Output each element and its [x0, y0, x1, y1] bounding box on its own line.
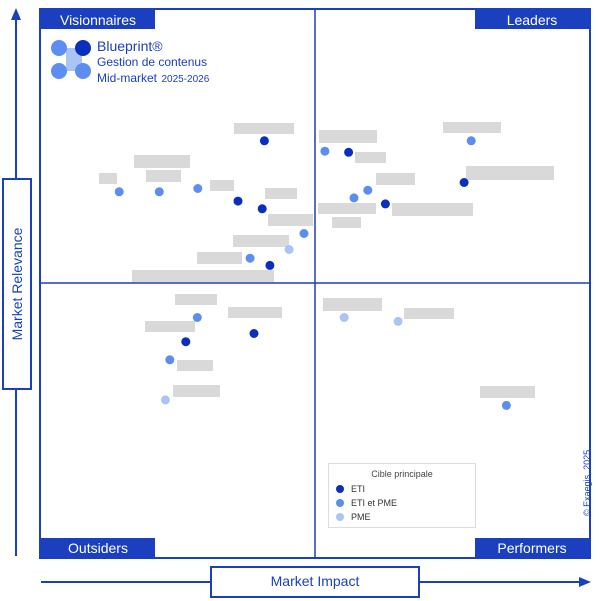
legend-item-eti: ETI — [336, 484, 365, 494]
logo-segment: Mid-market — [97, 71, 158, 85]
redacted-label — [210, 180, 234, 191]
legend-swatch — [336, 485, 344, 493]
y-axis-label: Market Relevance — [9, 227, 25, 341]
data-point — [466, 136, 476, 146]
data-point — [393, 316, 403, 326]
redacted-label — [443, 122, 501, 133]
x-axis-label: Market Impact — [270, 573, 360, 589]
x-axis-arrowhead — [579, 577, 591, 587]
legend-label: PME — [351, 512, 371, 522]
data-point — [192, 313, 202, 322]
data-point — [193, 184, 203, 193]
data-point — [344, 147, 354, 157]
data-point — [160, 395, 170, 405]
redacted-label — [466, 166, 554, 180]
redacted-label — [132, 270, 274, 282]
redacted-label — [332, 217, 361, 228]
data-point — [349, 193, 359, 203]
redacted-label — [233, 235, 289, 247]
data-point — [259, 136, 269, 146]
logo-years: 2025-2026 — [161, 74, 210, 85]
redacted-vendor-labels — [99, 122, 554, 398]
data-point — [154, 187, 164, 197]
copyright: © Exaegis, 2025 — [582, 449, 592, 516]
redacted-label — [480, 386, 535, 398]
redacted-label — [376, 173, 415, 185]
data-point — [257, 204, 267, 214]
data-point — [380, 199, 390, 209]
redacted-label — [323, 298, 382, 311]
legend-item-pme: PME — [336, 512, 371, 522]
quadrant-label-leaders: Leaders — [475, 10, 589, 29]
logo-brand: Blueprint® — [97, 38, 163, 54]
redacted-label — [268, 214, 313, 226]
legend-title: Cible principale — [371, 469, 433, 479]
x-axis-label-box: Market Impact — [210, 566, 420, 598]
data-point — [363, 185, 373, 195]
legend-label: ETI et PME — [351, 498, 398, 508]
redacted-label — [228, 307, 282, 318]
redacted-label — [392, 203, 473, 216]
redacted-label — [318, 203, 376, 214]
data-point — [265, 260, 275, 270]
logo-segment-line: Mid-market 2025-2026 — [97, 69, 209, 87]
y-axis-arrowhead — [11, 8, 21, 20]
y-axis-label-box: Market Relevance — [2, 178, 32, 390]
data-point — [181, 337, 191, 347]
data-point — [459, 178, 469, 187]
redacted-label — [134, 155, 190, 168]
redacted-label — [173, 385, 220, 397]
legend: Cible principale ETI ETI et PME PME — [328, 463, 476, 528]
logo-subtitle: Gestion de contenus — [97, 55, 208, 69]
quadrant-label-performers: Performers — [475, 538, 589, 557]
data-point — [165, 355, 175, 365]
data-point — [339, 313, 349, 322]
redacted-label — [197, 252, 242, 264]
redacted-label — [177, 360, 213, 371]
data-point — [299, 229, 309, 238]
redacted-label — [234, 123, 294, 134]
redacted-label — [146, 170, 181, 182]
redacted-label — [319, 130, 377, 143]
legend-swatch — [336, 513, 344, 521]
legend-swatch — [336, 499, 344, 507]
redacted-label — [404, 308, 454, 319]
quadrant-label-outsiders: Outsiders — [41, 538, 155, 557]
redacted-label — [99, 173, 117, 184]
data-point — [245, 253, 255, 263]
data-point — [284, 245, 294, 254]
redacted-label — [265, 188, 297, 199]
data-point — [114, 187, 124, 197]
data-point — [233, 196, 243, 206]
redacted-label — [145, 321, 195, 332]
redacted-label — [355, 152, 386, 163]
blueprint-logo-icon — [51, 40, 91, 79]
data-point — [320, 146, 330, 156]
legend-label: ETI — [351, 484, 366, 494]
data-point — [501, 400, 511, 410]
data-points — [114, 136, 511, 410]
quadrant-label-visionnaires: Visionnaires — [41, 10, 155, 29]
data-point — [249, 329, 259, 338]
legend-item-eti-et-pme: ETI et PME — [336, 498, 397, 508]
redacted-label — [175, 294, 217, 305]
